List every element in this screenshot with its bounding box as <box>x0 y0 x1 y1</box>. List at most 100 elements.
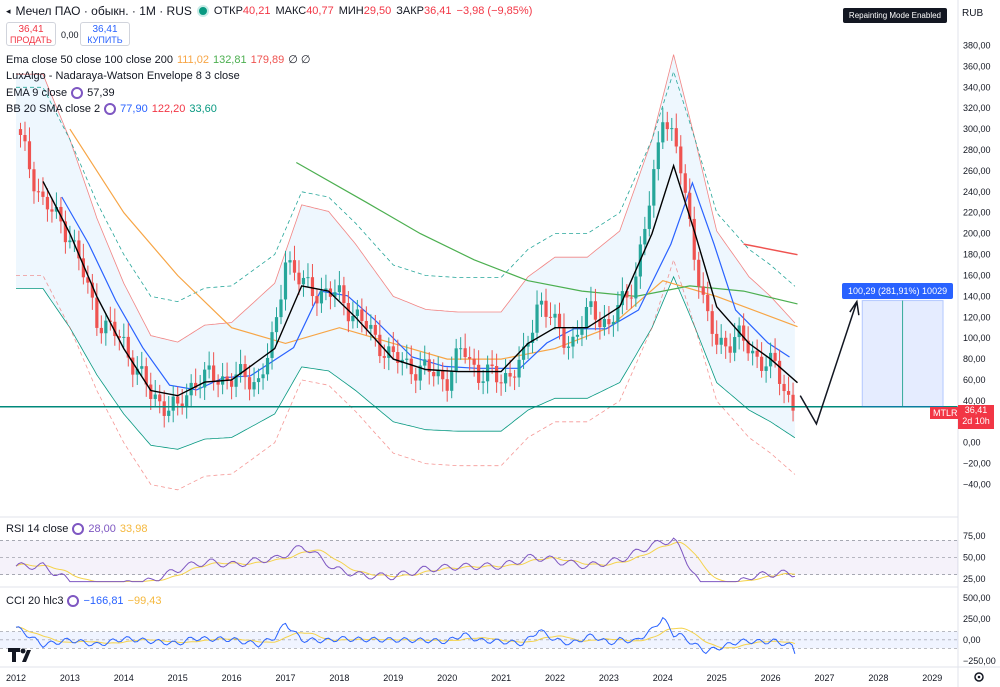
candle-body <box>144 366 148 385</box>
candle-body <box>647 205 651 229</box>
price-tick-label: 380,00 <box>963 40 991 50</box>
cci-tick-label: −250,00 <box>963 656 996 666</box>
candle-body <box>212 365 216 381</box>
candle-body <box>512 376 517 378</box>
legend-ema9[interactable]: EMA 9 close 57,39 <box>6 87 115 99</box>
candle-body <box>122 336 126 338</box>
tradingview-logo[interactable] <box>8 648 31 662</box>
settings-gear-icon[interactable] <box>974 672 984 682</box>
candle-body <box>391 346 395 353</box>
candle-body <box>746 340 750 354</box>
candle-body <box>697 259 701 287</box>
buy-button[interactable]: 36,41 КУПИТЬ <box>80 22 130 46</box>
candle-body <box>477 364 481 383</box>
candle-body <box>333 292 337 297</box>
candle-body <box>104 320 108 334</box>
candle-body <box>63 221 68 243</box>
candle-body <box>742 325 746 341</box>
projection-label[interactable]: 100,29 (281,91%) 10029 <box>842 283 954 299</box>
candle-body <box>167 410 171 416</box>
legend-luxalgo[interactable]: LuxAlgo - Nadaraya-Watson Envelope 8 3 c… <box>6 70 240 82</box>
symbol-title[interactable]: Мечел ПАО · обыкн. · 1М · RUS <box>15 4 192 18</box>
candle-body <box>54 206 59 212</box>
candle-body <box>517 359 521 378</box>
candle-body <box>23 135 27 142</box>
candle-body <box>225 376 229 381</box>
candle-body <box>72 240 76 242</box>
candle-body <box>548 316 553 318</box>
open-value: 40,21 <box>242 5 271 17</box>
candle-body <box>279 299 283 318</box>
candle-body <box>719 337 723 345</box>
candle-body <box>557 313 562 329</box>
price-tick-label: 100,00 <box>963 333 991 343</box>
candle-body <box>495 366 499 383</box>
sell-price: 36,41 <box>18 24 44 35</box>
candle-body <box>324 288 328 292</box>
sell-button[interactable]: 36,41 ПРОДАТЬ <box>6 22 56 46</box>
candle-body <box>135 368 139 375</box>
candle-body <box>575 334 580 337</box>
source-loop-icon[interactable] <box>71 87 84 99</box>
candle-body <box>692 218 696 260</box>
candle-body <box>409 358 413 375</box>
candle-body <box>99 327 103 334</box>
price-tick-label: 320,00 <box>963 103 991 113</box>
candle-body <box>319 291 324 304</box>
legend-ema[interactable]: Ema close 50 close 100 close 200 111,02 … <box>6 53 311 67</box>
candle-body <box>602 319 607 328</box>
price-tick-label: 280,00 <box>963 145 991 155</box>
projection-arrow[interactable] <box>799 301 858 426</box>
candle-body <box>274 317 279 333</box>
candle-body <box>593 301 598 320</box>
candle-body <box>315 296 319 304</box>
source-loop-icon[interactable] <box>67 595 80 607</box>
candle-body <box>701 286 705 295</box>
time-tick-label: 2027 <box>814 673 834 683</box>
price-tick-label: 140,00 <box>963 291 991 301</box>
candle-body <box>620 291 624 306</box>
high-label: МАКС <box>275 5 307 17</box>
close-value: 36,41 <box>424 5 452 17</box>
legend-bb[interactable]: BB 20 SMA close 2 77,90 122,20 33,60 <box>6 103 217 115</box>
cci-tick-label: 0,00 <box>963 635 981 645</box>
candle-body <box>310 277 315 297</box>
candle-body <box>301 277 306 285</box>
candle-body <box>194 382 198 388</box>
candle-body <box>773 352 777 361</box>
candle-body <box>86 277 90 283</box>
spread-value: 0,00 <box>61 30 79 40</box>
price-tick-label: −40,00 <box>963 480 991 490</box>
rsi-tick-label: 50,00 <box>963 553 986 563</box>
time-axis[interactable]: 2012 2013 2014 2015 2016 2017 2018 2019 2020 2021… <box>6 673 942 683</box>
legend-rsi[interactable]: RSI 14 close 28,00 33,98 <box>6 523 147 535</box>
candle-body <box>661 122 665 143</box>
candle-body <box>32 169 36 192</box>
source-loop-icon[interactable] <box>72 523 85 535</box>
candle-body <box>733 337 737 353</box>
candle-body <box>782 383 786 392</box>
candle-body <box>131 357 135 375</box>
rsi-pane[interactable]: 75,00 50,00 25,00 <box>0 531 986 584</box>
source-loop-icon[interactable] <box>104 103 117 115</box>
low-value: 29,50 <box>363 5 392 17</box>
candle-body <box>292 260 297 273</box>
arrow-head-icon <box>849 299 860 316</box>
ticker-tag[interactable]: MTLR <box>930 407 961 419</box>
price-tick-label: 260,00 <box>963 166 991 176</box>
cci-pane[interactable]: 500,00 250,00 0,00 −250,00 <box>0 593 996 666</box>
currency-label[interactable]: RUB <box>962 8 984 19</box>
legend-cci-value: −166,81 <box>83 595 124 607</box>
price-axis[interactable]: 380,00 360,00 340,00 320,00 300,00 280,00 260,… <box>963 40 991 489</box>
last-price-tag[interactable]: 36,41 2d 10h <box>958 405 994 429</box>
time-tick-label: 2029 <box>922 673 942 683</box>
legend-cci[interactable]: CCI 20 hlc3 −166,81 −99,43 <box>6 595 162 607</box>
candle-body <box>355 309 359 316</box>
high-value: 40,77 <box>306 5 334 17</box>
price-tick-label: 40,00 <box>963 396 986 406</box>
price-pane[interactable] <box>0 54 958 491</box>
time-tick-label: 2021 <box>491 673 511 683</box>
collapse-chevron-icon[interactable]: ◂ <box>6 5 11 16</box>
rsi-band-fill <box>0 540 958 575</box>
